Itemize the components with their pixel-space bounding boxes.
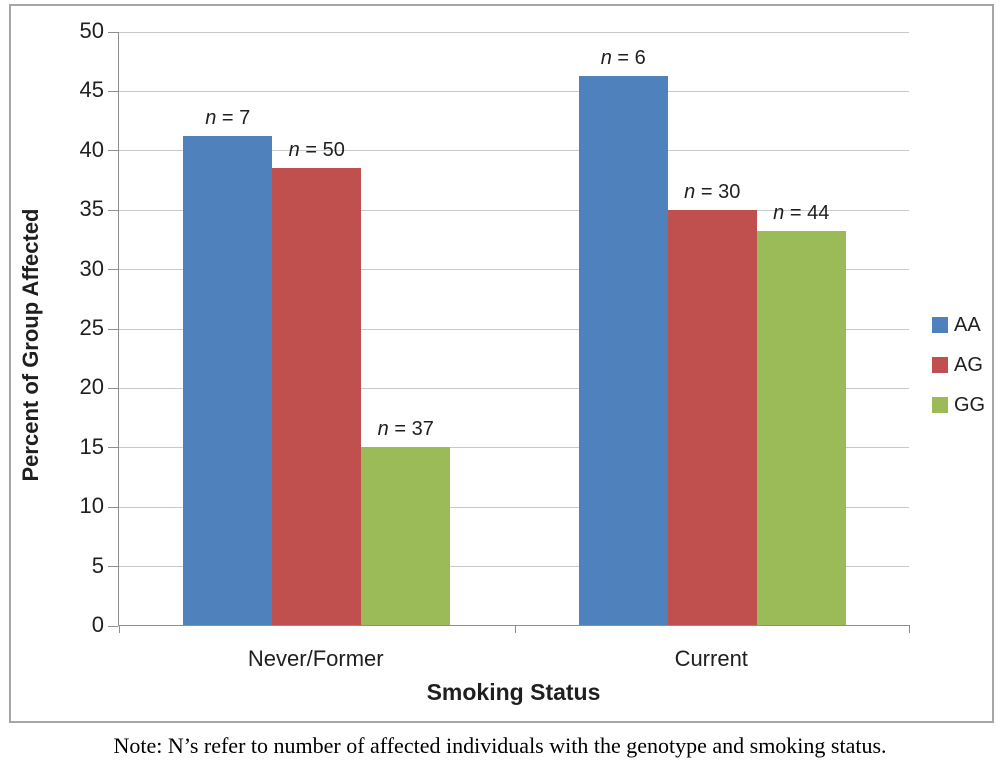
legend-item-gg: GG <box>932 393 985 417</box>
x-axis-tick <box>514 625 516 633</box>
y-axis-tick <box>108 566 118 568</box>
gridline <box>119 566 909 568</box>
gridline <box>119 269 909 271</box>
bar-n-label: n = 7 <box>205 106 251 129</box>
legend-swatch-aa <box>932 317 948 333</box>
y-axis-tick-label: 25 <box>79 315 104 340</box>
bar-gg-current <box>756 230 846 625</box>
y-axis-tick <box>108 506 118 508</box>
note-text: Note: N’s refer to number of affected in… <box>113 733 887 758</box>
y-axis-tick-label: 45 <box>79 77 104 103</box>
y-axis-tick <box>108 90 118 92</box>
legend-swatch-gg <box>932 397 948 413</box>
gridline <box>119 387 909 389</box>
bar-ag-never-former <box>272 167 362 625</box>
y-axis-tick-label: 20 <box>79 374 104 400</box>
gridline <box>119 209 909 211</box>
y-axis-tick <box>108 150 118 152</box>
legend-item-aa: AA <box>932 313 985 337</box>
legend-label: AA <box>954 314 981 336</box>
y-axis-tick <box>108 387 118 389</box>
bar-n-label: n = 6 <box>600 47 646 70</box>
bar-aa-current <box>578 76 668 625</box>
y-axis-tick-label: 10 <box>79 493 104 519</box>
y-axis-tick <box>108 209 118 211</box>
legend-item-ag: AG <box>932 353 985 377</box>
x-category-label: Never/Former <box>247 646 384 671</box>
x-axis-title: Smoking Status <box>426 679 601 705</box>
legend-swatch-ag <box>932 357 948 373</box>
y-axis-tick-label: 30 <box>79 255 104 281</box>
bar-n-label: n = 30 <box>684 181 741 204</box>
bar-ag-current <box>667 210 757 625</box>
y-axis-tick <box>108 269 118 271</box>
legend-label: AG <box>954 354 983 376</box>
x-axis-tick <box>119 625 120 633</box>
bar-n-label: n = 44 <box>773 201 830 224</box>
y-axis-tick-label: 50 <box>79 18 104 43</box>
plot-area: n = 7 n = 50 n = 37 n = 6 n = 30 n = 44 <box>108 31 910 633</box>
bar-n-label: n = 37 <box>377 417 434 440</box>
gridline <box>119 328 909 330</box>
legend: AA AG GG <box>932 313 985 433</box>
y-axis-tick-label: 0 <box>91 612 104 637</box>
bar-n-label: n = 50 <box>288 138 345 161</box>
y-axis-tick-label: 15 <box>79 433 104 459</box>
gridline <box>119 506 909 508</box>
gridline <box>119 31 909 33</box>
y-axis-tick <box>108 328 118 330</box>
y-axis-tick <box>108 625 118 627</box>
y-axis-tick <box>108 447 118 449</box>
y-axis-tick-label: 35 <box>79 196 104 222</box>
gridline <box>119 447 909 449</box>
gridline <box>119 90 909 92</box>
gridline <box>119 150 909 152</box>
y-axis-tick-label: 40 <box>79 136 104 162</box>
bar-gg-never-former <box>361 446 451 625</box>
y-axis-tick <box>108 31 118 33</box>
y-axis-tick-label: 5 <box>91 552 104 578</box>
x-axis-tick <box>909 625 910 633</box>
legend-label: GG <box>954 394 986 416</box>
x-category-label: Current <box>674 646 748 671</box>
bar-aa-never-former <box>183 135 273 625</box>
